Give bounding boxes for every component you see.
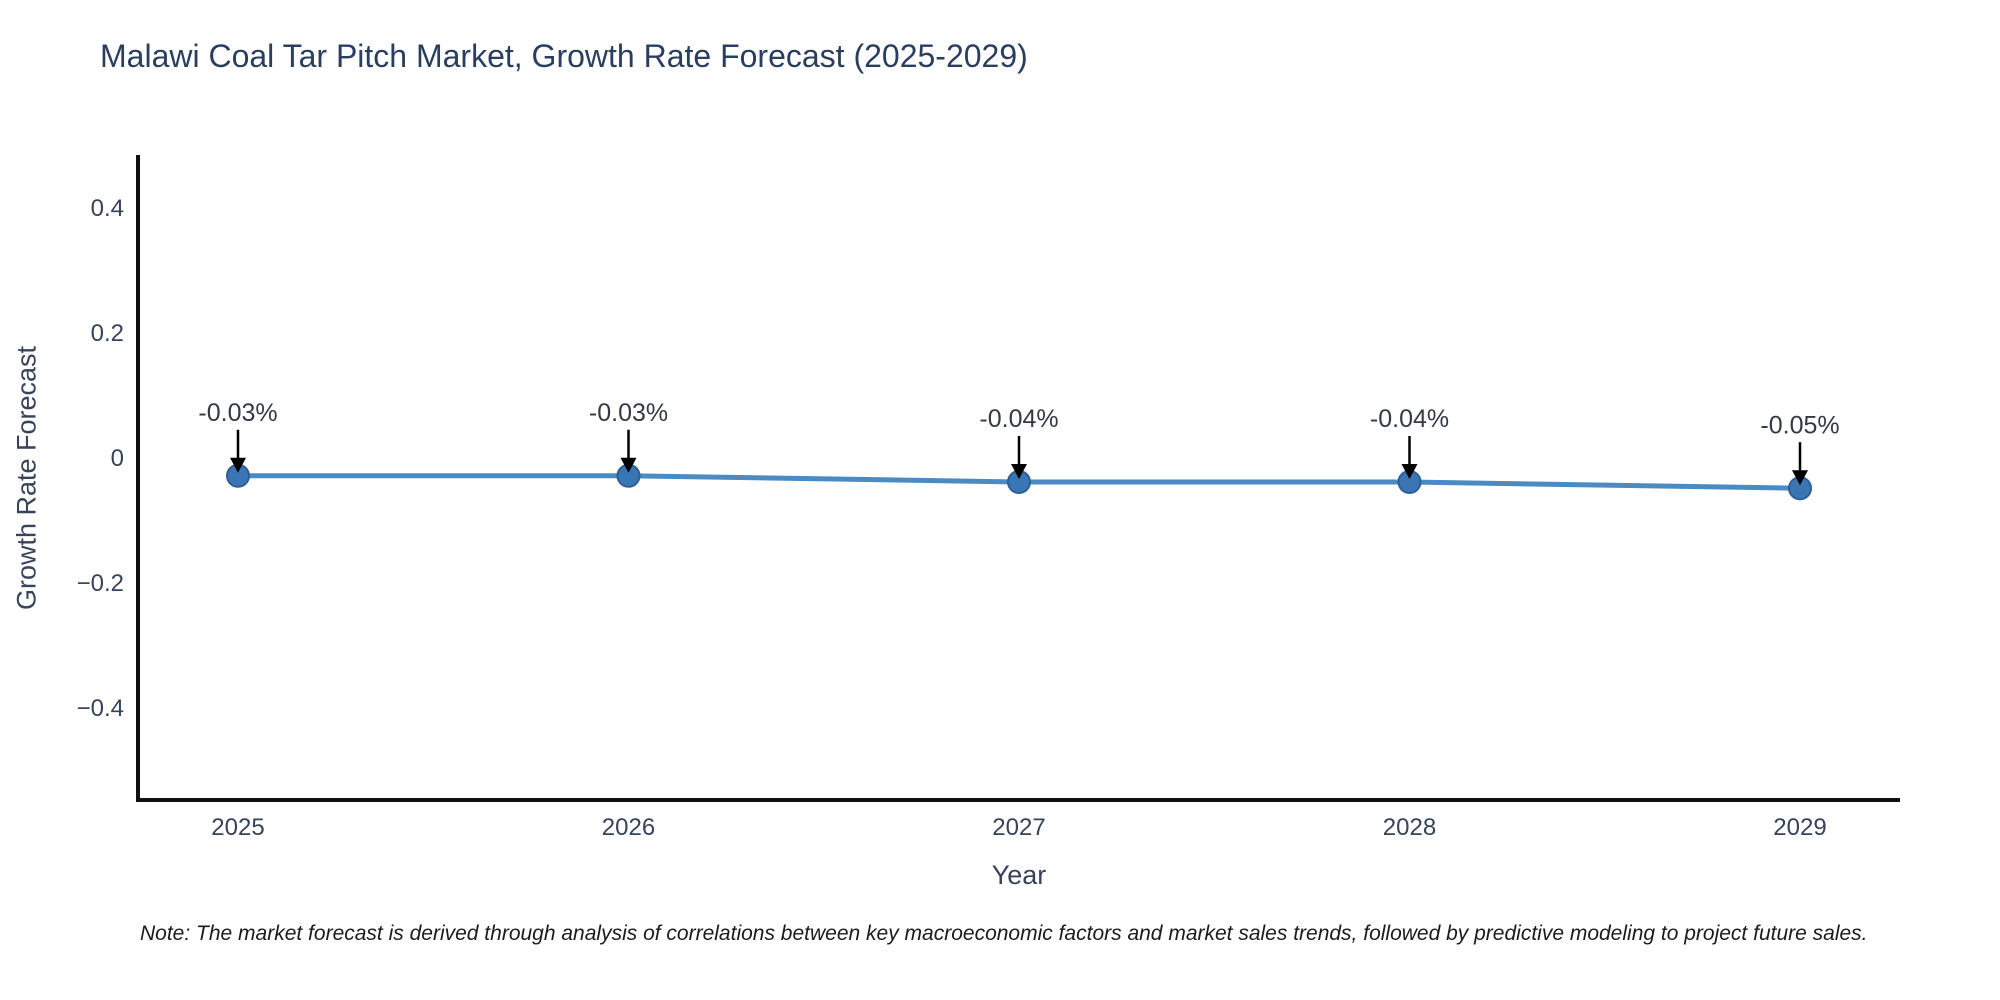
point-value-label: -0.03% [198,399,277,427]
annotation-arrowhead [1792,470,1808,486]
footnote: Note: The market forecast is derived thr… [140,922,1868,945]
point-value-label: -0.04% [1370,405,1449,433]
point-value-label: -0.04% [979,405,1058,433]
y-tick-label: 0.4 [91,195,124,222]
annotation-arrowhead [1011,464,1027,479]
x-tick-label: 2025 [211,814,264,841]
y-tick-label: 0 [111,445,124,472]
y-axis-title: Growth Rate Forecast [11,345,42,611]
annotation-arrowhead [230,457,246,473]
point-value-label: -0.05% [1760,411,1839,439]
x-tick-label: 2027 [992,814,1045,841]
y-tick-label: 0.2 [91,320,124,347]
chart-title: Malawi Coal Tar Pitch Market, Growth Rat… [100,38,1028,74]
x-tick-label: 2028 [1383,814,1436,841]
annotation-arrowhead [1401,464,1418,479]
y-tick-label: −0.4 [77,695,124,722]
y-tick-label: −0.2 [77,570,124,597]
point-value-label: -0.03% [589,399,668,427]
x-tick-label: 2026 [602,814,655,841]
x-axis-title: Year [991,860,1047,890]
annotation-arrowhead [620,457,637,473]
x-tick-label: 2029 [1773,814,1826,841]
